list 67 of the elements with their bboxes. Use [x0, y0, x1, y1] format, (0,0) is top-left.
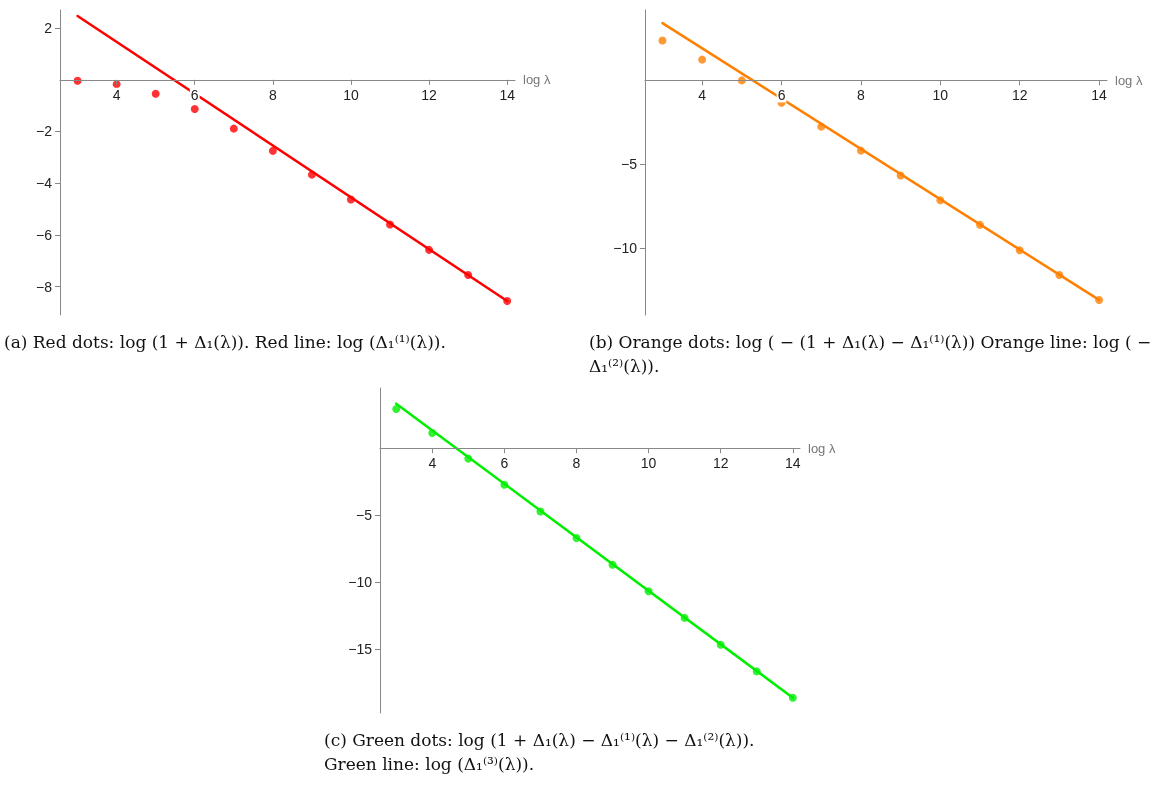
point	[698, 55, 707, 64]
x-axis-title: log λ	[808, 440, 836, 456]
x-tick-label: 4	[698, 87, 707, 104]
point	[386, 220, 395, 229]
point	[190, 105, 199, 113]
point	[572, 534, 581, 543]
x-tick-label: 6	[777, 87, 786, 104]
x-tick-label: 14	[499, 86, 516, 103]
x-tick-label: 4	[428, 455, 437, 472]
point	[425, 245, 434, 254]
point	[346, 195, 355, 204]
x-tick-label: 10	[640, 455, 657, 472]
y-tick-label: −5	[356, 507, 373, 524]
y-tick-label: −10	[613, 239, 638, 256]
y-tick-label: −10	[348, 573, 373, 590]
x-axis-title: log λ	[1115, 72, 1143, 88]
point	[658, 36, 667, 45]
point	[229, 124, 238, 133]
text: (a) Red dots: log (1 + Δ₁(λ)). Red line: log (Δ₁⁽¹⁾(λ)).	[4, 331, 447, 354]
point	[608, 560, 617, 569]
x-tick-label: 6	[500, 455, 509, 472]
point	[536, 507, 545, 516]
x-tick-label: 14	[1091, 87, 1108, 104]
point	[1015, 246, 1024, 255]
x-tick-label: 12	[1011, 87, 1028, 104]
x-tick-label: 8	[572, 455, 581, 472]
y-tick-label: −5	[621, 156, 638, 173]
x-tick-label: 14	[785, 455, 801, 472]
point	[644, 587, 653, 596]
point	[268, 146, 277, 155]
x-axis-title: log λ	[523, 72, 551, 88]
point	[1095, 295, 1104, 304]
x-tick-label: 8	[268, 86, 277, 103]
point	[752, 667, 761, 676]
point	[896, 171, 905, 180]
point	[464, 270, 473, 279]
y-tick-label: −4	[36, 175, 53, 192]
x-tick-label: 12	[712, 455, 729, 472]
y-tick-label: −15	[348, 640, 373, 657]
x-tick-label: 10	[343, 86, 359, 103]
y-tick-label: −2	[36, 123, 53, 140]
y-tick-label: −6	[36, 226, 53, 243]
point	[936, 196, 945, 205]
point	[856, 146, 865, 155]
y-tick-label: 2	[44, 20, 53, 37]
point	[788, 693, 797, 702]
y-tick-label: −8	[36, 278, 53, 295]
point	[503, 297, 512, 306]
point	[500, 480, 509, 489]
point	[1055, 270, 1064, 279]
point	[151, 89, 160, 98]
text: (b) Orange dots: log ( − (1 + Δ₁(λ) − Δ₁⁽¹⁾(λ)) Orange line: log ( − Δ₁⁽²⁾(λ)).	[589, 331, 1153, 378]
point	[817, 122, 826, 131]
point	[428, 429, 437, 438]
x-tick-label: 6	[190, 86, 199, 103]
x-tick-label: 4	[112, 86, 121, 103]
x-tick-label: 10	[932, 87, 949, 104]
point	[680, 613, 689, 622]
point	[976, 220, 984, 229]
point	[464, 454, 473, 463]
text: Green line: log (Δ₁⁽³⁾(λ)).	[324, 753, 536, 776]
x-tick-label: 8	[857, 87, 866, 104]
x-tick-label: 12	[421, 86, 438, 103]
point	[392, 405, 401, 413]
point	[307, 170, 316, 179]
text: (c) Green dots: log (1 + Δ₁(λ) − Δ₁⁽¹⁾(λ) − Δ₁⁽²⁾(λ)).	[324, 729, 756, 752]
point	[716, 640, 725, 649]
